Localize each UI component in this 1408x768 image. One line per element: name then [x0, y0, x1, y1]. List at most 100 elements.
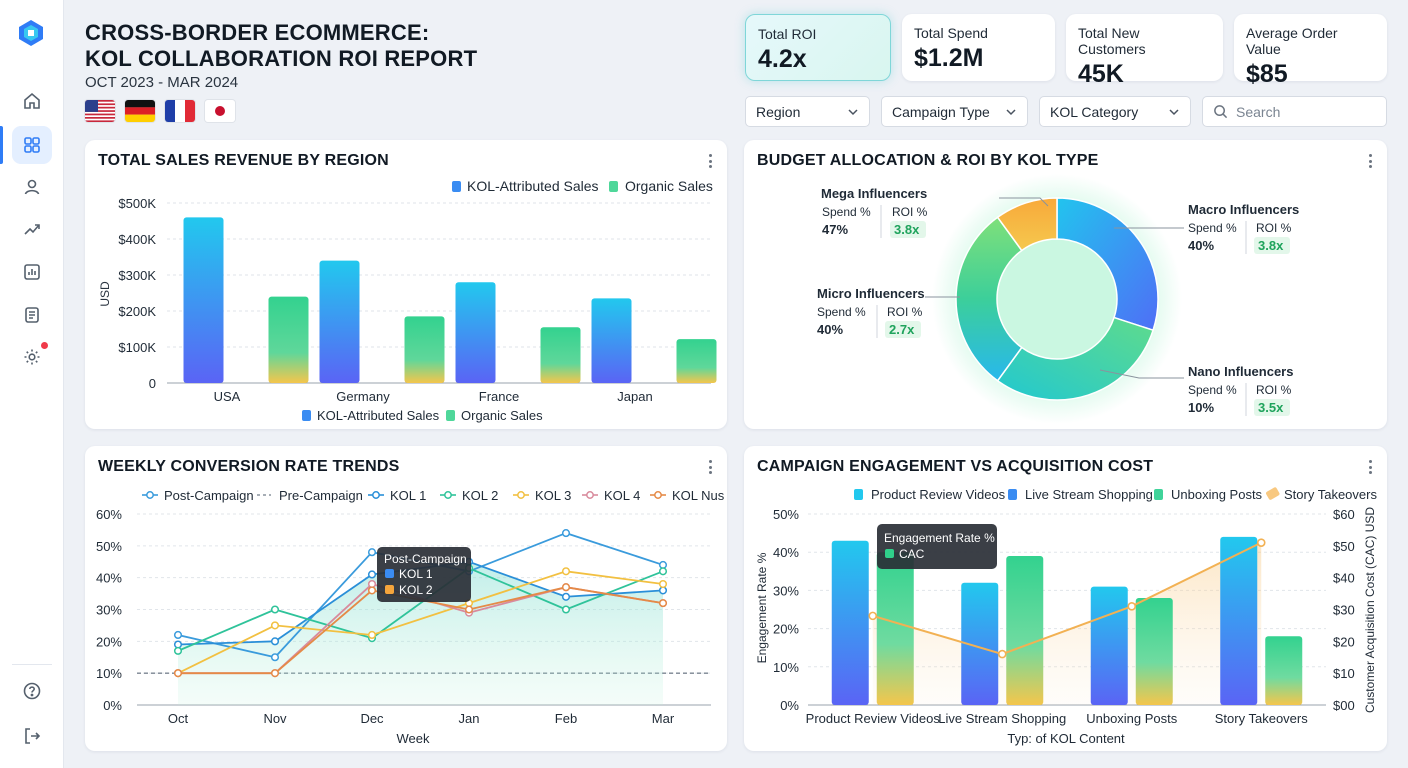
- legend-marker-kol-3: [517, 491, 525, 499]
- sidebar: [0, 0, 64, 768]
- series-line-kol-3: [177, 570, 664, 674]
- point-kol-nus: [464, 605, 474, 614]
- point-post-campaign: [270, 653, 280, 662]
- tooltip-swatch-kol1: [385, 569, 394, 578]
- conversion-more-menu-icon[interactable]: [707, 458, 713, 476]
- budget-more-menu-icon[interactable]: [1367, 152, 1373, 170]
- point-kol-1: [658, 586, 668, 595]
- app-logo-icon[interactable]: [16, 18, 46, 48]
- kpi-total-spend[interactable]: Total Spend $1.2M: [902, 14, 1055, 81]
- region-dropdown[interactable]: Region: [745, 96, 870, 127]
- legend-marker-post-campaign: [146, 491, 154, 499]
- kpi-total-new-customers[interactable]: Total New Customers 45K: [1066, 14, 1223, 88]
- xaxis-tick-label: Product Review Videos: [806, 711, 941, 726]
- campaign-type-dropdown-label: Campaign Type: [892, 103, 990, 120]
- campaign-type-dropdown[interactable]: Campaign Type: [881, 96, 1028, 127]
- bar-kol-germany: [319, 260, 360, 383]
- yaxis-tick-label: $400K: [118, 232, 156, 247]
- bar-cac-product-review-videos: [876, 552, 914, 705]
- donut-slice-mega-influencers: [996, 197, 1058, 252]
- legend-label-pre-campaign: Pre-Campaign: [279, 488, 363, 503]
- donut-slice-nano-influencers: [996, 316, 1155, 401]
- conversion-xaxis-title: Week: [397, 731, 430, 746]
- kpi-total-roi[interactable]: Total ROI 4.2x: [745, 14, 891, 81]
- kol-category-dropdown[interactable]: KOL Category: [1039, 96, 1191, 127]
- conversion-area-fill: [178, 561, 663, 705]
- document-icon: [25, 307, 39, 323]
- point-kol-2: [173, 646, 183, 655]
- yaxis-tick-label: 10%: [96, 666, 122, 681]
- yaxis-tick-label: 40%: [96, 571, 122, 586]
- sidebar-item-documents[interactable]: [12, 296, 52, 334]
- point-kol-1: [173, 640, 183, 649]
- engagement-more-menu-icon[interactable]: [1367, 458, 1373, 476]
- roi-value: 3.8x: [894, 222, 920, 237]
- bar-organic-france: [540, 327, 581, 383]
- germany-flag-icon[interactable]: [125, 100, 155, 122]
- spend-label: Spend %: [822, 205, 871, 219]
- sidebar-item-dashboard[interactable]: [12, 126, 52, 164]
- yaxis-right-tick-label: $20: [1333, 634, 1355, 649]
- yaxis-right-tick-label: $30: [1333, 603, 1355, 618]
- search-input[interactable]: [1236, 103, 1376, 120]
- cac-point: [997, 649, 1007, 659]
- xaxis-tick-label: Oct: [168, 711, 189, 726]
- point-kol-2: [561, 605, 571, 614]
- yaxis-left-tick-label: 20%: [773, 622, 799, 637]
- budget-panel: BUDGET ALLOCATION & ROI BY KOL TYPE Mega…: [744, 140, 1387, 429]
- point-kol-1: [270, 637, 280, 646]
- sidebar-item-trends[interactable]: [12, 210, 52, 248]
- point-kol-3: [367, 630, 377, 640]
- search-box[interactable]: [1202, 96, 1387, 127]
- sidebar-item-users[interactable]: [12, 168, 52, 206]
- point-kol-2: [658, 567, 668, 576]
- legend-swatch-organic: [609, 181, 618, 192]
- usa-flag-icon[interactable]: [85, 100, 115, 122]
- legend-swatch-story-takeovers: [1266, 487, 1280, 500]
- legend-swatch-kol: [302, 410, 311, 421]
- dashboard-grid-icon: [24, 137, 40, 153]
- logout-icon: [25, 728, 41, 744]
- japan-flag-icon[interactable]: [205, 100, 235, 122]
- revenue-panel-title: TOTAL SALES REVENUE BY REGION: [98, 152, 389, 169]
- yaxis-tick-label: $300K: [118, 268, 156, 283]
- yaxis-left-tick-label: 30%: [773, 583, 799, 598]
- tooltip-item: CAC: [899, 547, 925, 561]
- xaxis-tick-label: Feb: [555, 711, 577, 726]
- spend-value: 47%: [822, 222, 848, 237]
- sidebar-item-home[interactable]: [12, 82, 52, 120]
- kol-type-name: Mega Influencers: [821, 186, 927, 201]
- point-kol-nus: [270, 669, 280, 678]
- xaxis-tick-label: Nov: [263, 711, 287, 726]
- point-post-campaign: [173, 630, 183, 640]
- sidebar-item-reports[interactable]: [12, 253, 52, 291]
- point-kol-3: [561, 567, 571, 576]
- roi-label: ROI %: [1256, 383, 1292, 397]
- page-title-line1: CROSS-BORDER ECOMMERCE:: [85, 20, 430, 45]
- sidebar-item-help[interactable]: [12, 672, 52, 710]
- point-post-campaign: [658, 560, 668, 569]
- kol-type-name: Macro Influencers: [1188, 202, 1299, 217]
- connector-mega: [999, 197, 1049, 207]
- engagement-yaxis-left-title: Engagement Rate %: [755, 552, 769, 663]
- legend-kol-label: KOL-Attributed Sales: [467, 178, 599, 194]
- sidebar-item-logout[interactable]: [12, 717, 52, 755]
- revenue-more-menu-icon[interactable]: [707, 152, 713, 170]
- kpi-average-order-value[interactable]: Average Order Value $85: [1234, 14, 1387, 88]
- yaxis-tick-label: 20%: [96, 634, 122, 649]
- legend-organic-label: Organic Sales: [461, 408, 543, 423]
- legend-marker-kol-1: [372, 491, 380, 499]
- chevron-down-icon: [848, 108, 858, 115]
- label-micro-influencers: Micro Influencers Spend % 40% ROI % 2.7x: [817, 286, 925, 338]
- yaxis-tick-label: 0: [149, 376, 156, 391]
- series-line-kol-2: [177, 567, 664, 652]
- france-flag-icon[interactable]: [165, 100, 195, 122]
- country-flags: [85, 100, 235, 122]
- tooltip-title: Engagement Rate %: [884, 531, 995, 545]
- help-icon: [23, 682, 41, 700]
- xaxis-tick-label: Dec: [360, 711, 384, 726]
- sidebar-item-settings[interactable]: [12, 338, 52, 376]
- spend-label: Spend %: [817, 305, 866, 319]
- budget-panel-title: BUDGET ALLOCATION & ROI BY KOL TYPE: [757, 152, 1099, 169]
- tooltip-title: Post-Campaign: [384, 552, 467, 566]
